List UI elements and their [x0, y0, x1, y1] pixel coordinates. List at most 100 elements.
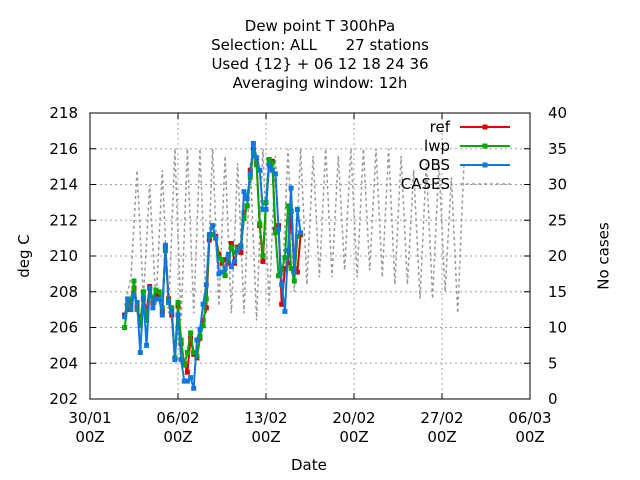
series-lwp-point: [285, 203, 291, 209]
series-lwp-point: [210, 232, 216, 238]
series-lwp-point: [181, 362, 187, 368]
series-obs-point: [184, 378, 190, 384]
series-ref-point: [184, 369, 190, 375]
y-tick-label: 206: [49, 319, 78, 337]
y2-tick-label: 10: [548, 319, 567, 337]
series-lwp-point: [184, 350, 190, 355]
series-lwp-point: [178, 337, 184, 343]
series-obs-point: [122, 314, 128, 320]
y-tick-label: 204: [49, 354, 78, 372]
series-lwp-point: [188, 330, 194, 336]
series-obs-point: [150, 305, 156, 311]
series-obs-point: [225, 251, 231, 257]
y2-axis-label: No cases: [594, 222, 613, 290]
series-obs-point: [294, 207, 300, 212]
series-ref-point: [282, 266, 288, 271]
series-ref-point: [238, 249, 244, 255]
series-obs-point: [244, 196, 250, 202]
y-tick-label: 212: [49, 211, 78, 229]
series-obs-point: [298, 230, 304, 236]
series-obs-point: [147, 285, 153, 291]
series-obs-point: [137, 350, 143, 355]
legend-label: OBS: [419, 156, 450, 174]
series-ref-point: [279, 301, 285, 307]
series-obs-point: [216, 271, 222, 277]
x-tick-label: 20/02: [332, 409, 375, 427]
series-lwp-point: [228, 244, 234, 250]
series-obs-point: [247, 171, 253, 177]
series-lwp-point: [137, 323, 143, 329]
series-obs-point: [219, 269, 225, 275]
series-lwp-point: [276, 273, 282, 279]
series-lwp-point: [260, 253, 266, 259]
series-obs-point: [238, 244, 244, 250]
series-obs-point: [282, 308, 288, 314]
series-obs-point: [175, 312, 181, 318]
series-ref-point: [294, 269, 300, 275]
series-obs-point: [241, 189, 247, 195]
series-lwp-point: [153, 287, 159, 293]
series-obs-point: [200, 301, 206, 307]
series-obs-point: [172, 357, 178, 363]
chart-subtitle-line-1: Selection: ALL 27 stations: [211, 36, 429, 54]
series-obs-point: [222, 266, 228, 271]
legend-marker: [482, 162, 488, 168]
series-ref-point: [222, 257, 228, 263]
series-cases-line: [123, 148, 465, 321]
series-obs-point: [250, 140, 256, 146]
chart-subtitle-line-3: Averaging window: 12h: [232, 74, 408, 92]
series-lwp-point: [128, 298, 134, 304]
series-ref-point: [153, 292, 159, 298]
series-obs-point: [162, 242, 168, 248]
series-obs-point: [188, 375, 194, 381]
x-tick-label: 06/03: [508, 409, 551, 427]
series-obs-point: [254, 155, 260, 161]
y-tick-label: 214: [49, 176, 78, 194]
series-obs-point: [125, 296, 131, 302]
series-lwp-point: [266, 157, 272, 162]
y2-tick-label: 0: [548, 390, 558, 408]
series-lwp-point: [122, 325, 128, 330]
series-obs-point: [279, 282, 285, 288]
x-tick-label: 13/02: [244, 409, 287, 427]
series-lwp-point: [288, 266, 294, 271]
series-obs-point: [156, 296, 162, 302]
y2-tick-label: 25: [548, 211, 567, 229]
y2-tick-label: 15: [548, 283, 567, 301]
series-obs-point: [269, 167, 275, 173]
series-lwp-point: [191, 350, 197, 355]
series-lwp-point: [272, 230, 278, 236]
legend-marker: [482, 124, 488, 130]
series-obs-point: [203, 282, 209, 288]
x-tick-label: 00Z: [75, 428, 104, 446]
series-obs-point: [272, 171, 278, 177]
series-obs-point: [257, 167, 263, 173]
series-ref-point: [241, 210, 247, 216]
series-lwp-point: [241, 216, 247, 221]
x-tick-label: 00Z: [427, 428, 456, 446]
series-lwp-point: [150, 296, 156, 302]
series-lwp-point: [216, 255, 222, 261]
series-lwp-point: [140, 289, 146, 295]
x-tick-label: 00Z: [515, 428, 544, 446]
series-obs-point: [191, 385, 197, 391]
series-obs-point: [263, 207, 269, 212]
y-tick-label: 208: [49, 283, 78, 301]
series-lwp-point: [232, 249, 238, 255]
series-obs-point: [235, 248, 241, 254]
series-obs-point: [169, 308, 175, 314]
series-lwp-point: [254, 162, 260, 168]
x-tick-label: 00Z: [251, 428, 280, 446]
series-obs-point: [166, 300, 172, 305]
series-obs-point: [285, 248, 291, 254]
series-lwp-point: [257, 221, 263, 227]
series-ref-line: [123, 148, 302, 373]
x-tick-label: 00Z: [339, 428, 368, 446]
series-obs-point: [194, 337, 200, 343]
series-ref-point: [260, 258, 266, 264]
series-lwp-point: [282, 255, 288, 261]
x-tick-label: 06/02: [156, 409, 199, 427]
series-obs-point: [144, 342, 150, 348]
